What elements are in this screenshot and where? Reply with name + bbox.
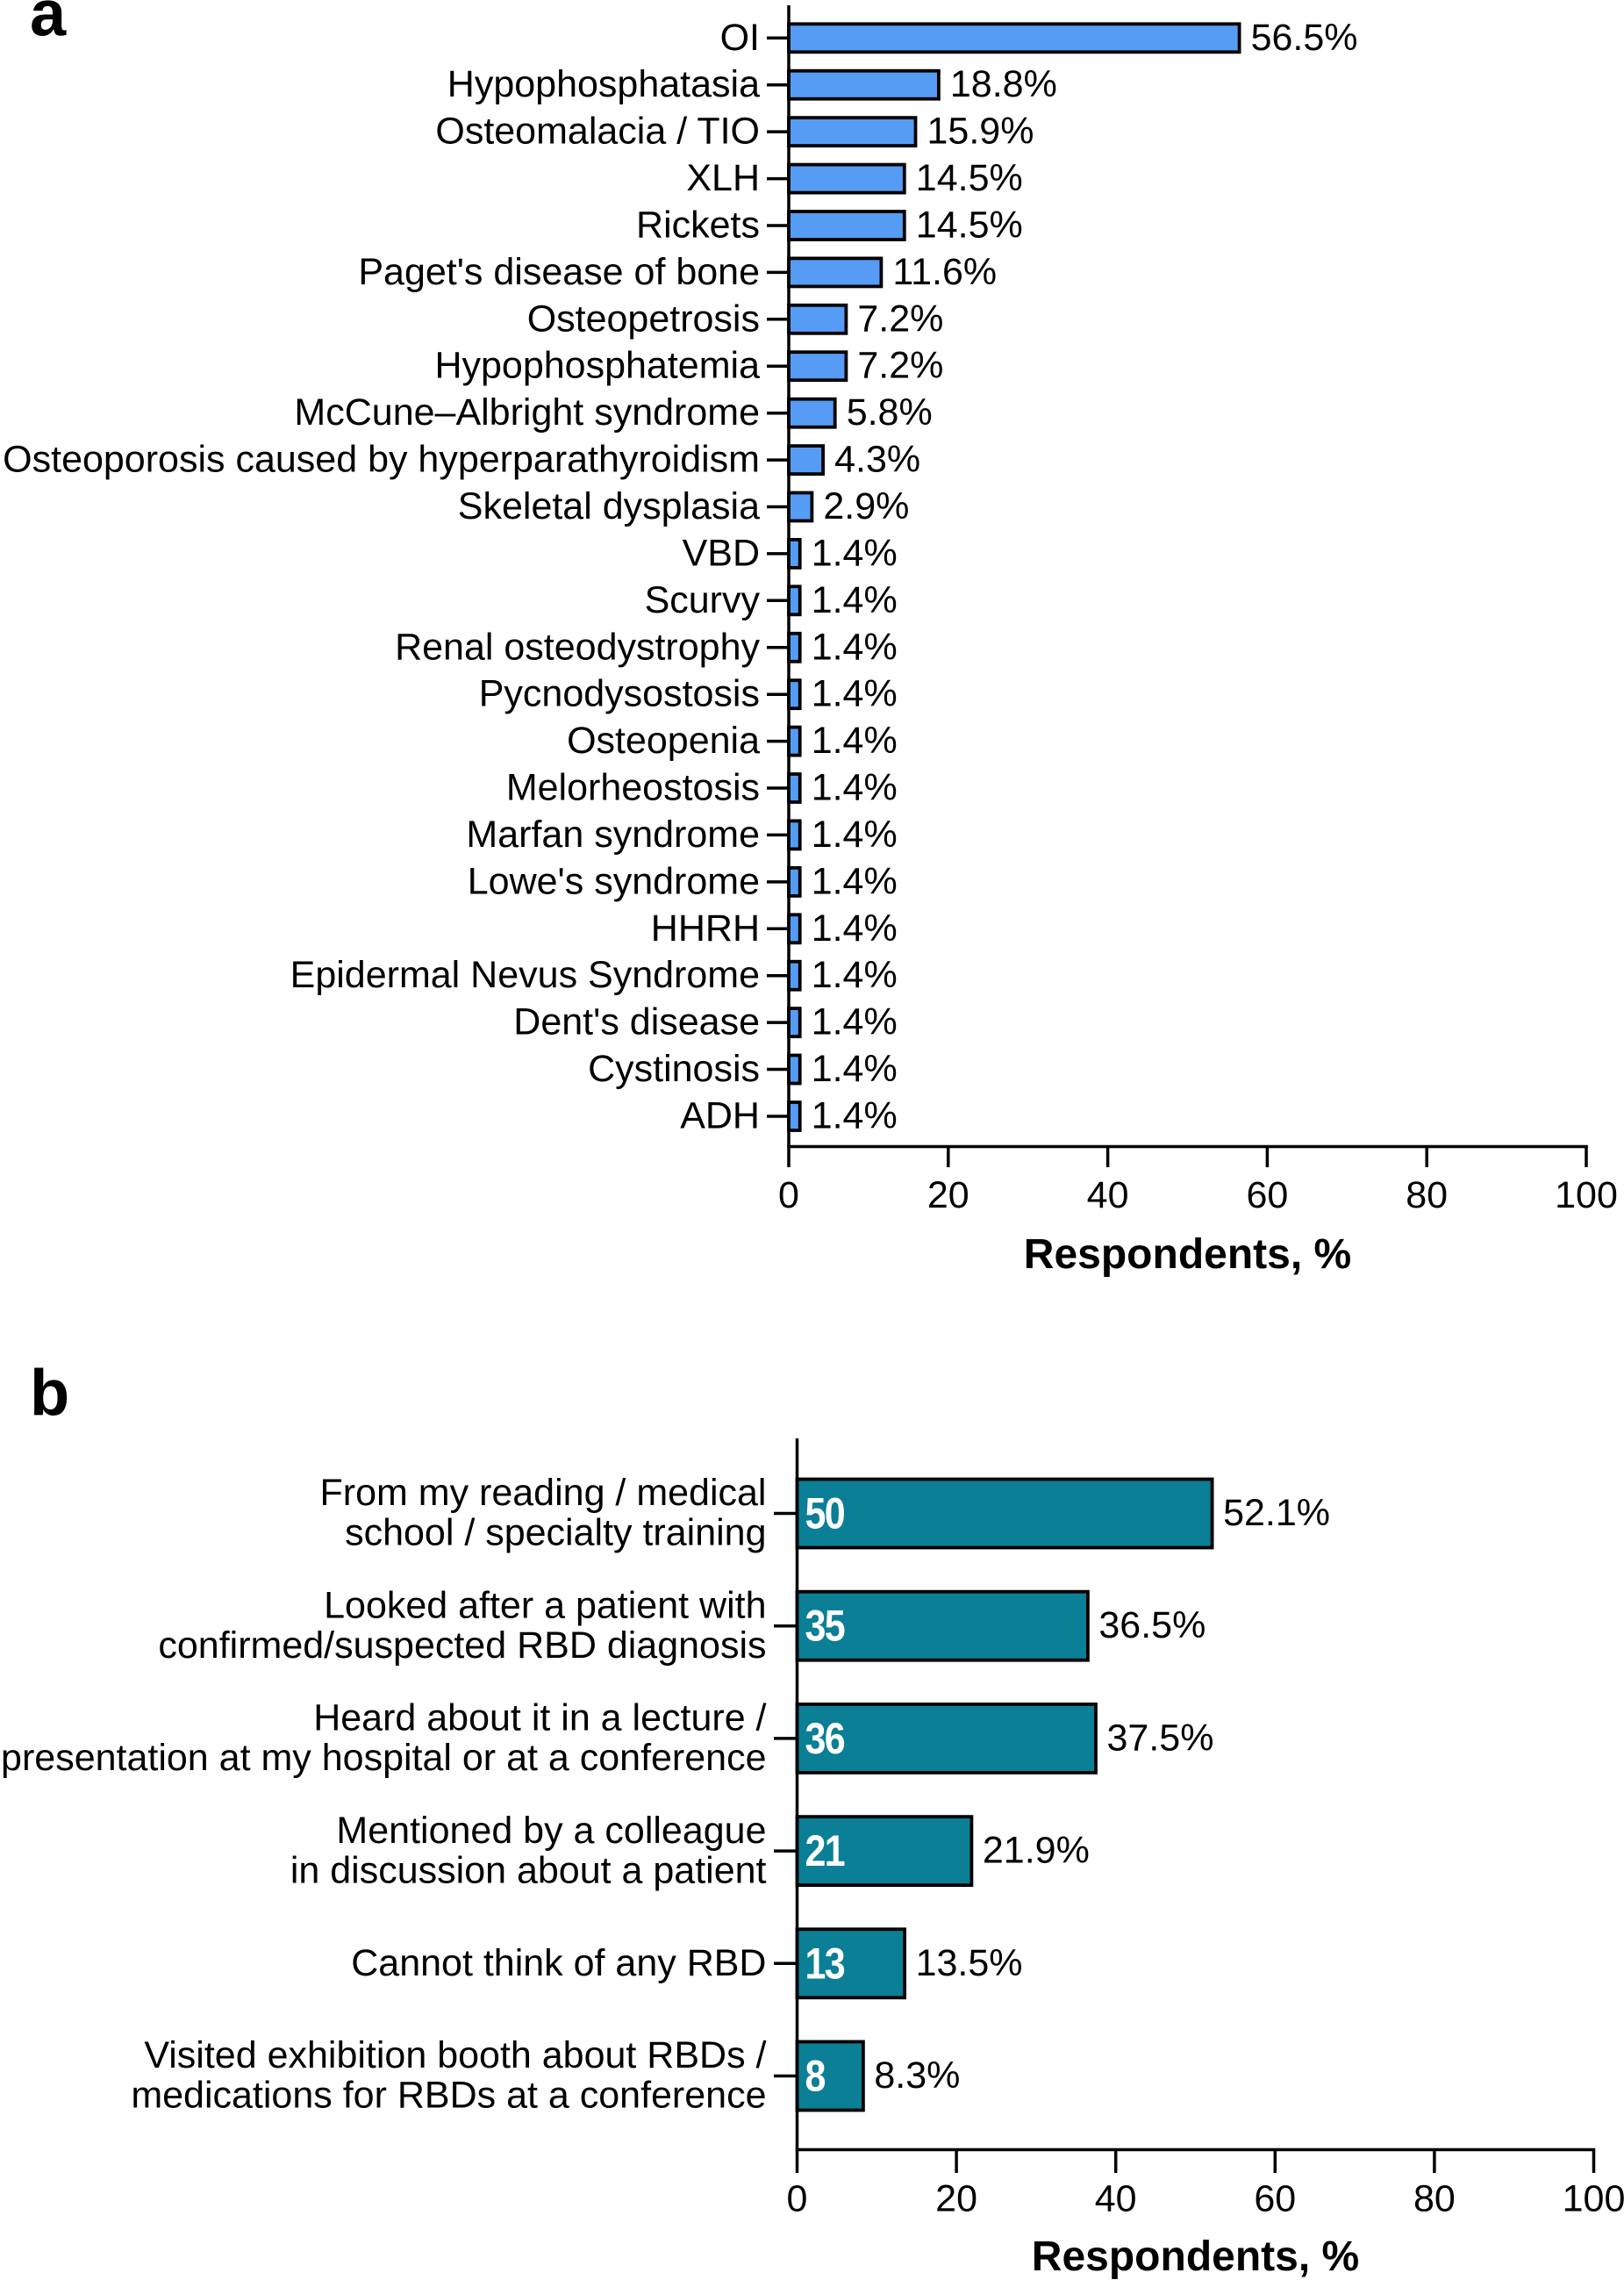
svg-text:60: 60: [1246, 1174, 1288, 1216]
svg-text:5.8%: 5.8%: [847, 391, 933, 434]
svg-text:1.4%: 1.4%: [812, 767, 898, 809]
svg-text:Epidermal Nevus Syndrome: Epidermal Nevus Syndrome: [290, 954, 760, 996]
svg-text:Hypophosphatasia: Hypophosphatasia: [447, 63, 760, 105]
svg-text:Cannot think of any RBD: Cannot think of any RBD: [351, 1942, 766, 1984]
svg-text:1.4%: 1.4%: [812, 814, 898, 856]
svg-text:1.4%: 1.4%: [812, 1001, 898, 1043]
svg-text:a: a: [30, 0, 67, 50]
svg-text:60: 60: [1254, 2178, 1296, 2220]
svg-text:Renal osteodystrophy: Renal osteodystrophy: [395, 626, 760, 668]
svg-text:Dent's disease: Dent's disease: [513, 1001, 760, 1043]
svg-text:medications for RBDs at a conf: medications for RBDs at a conference: [131, 2075, 766, 2117]
svg-text:100: 100: [1563, 2178, 1624, 2220]
svg-text:Osteopenia: Osteopenia: [567, 720, 760, 762]
svg-text:0: 0: [778, 1174, 799, 1216]
svg-text:80: 80: [1413, 2178, 1456, 2220]
svg-text:in discussion about a patient: in discussion about a patient: [290, 1849, 767, 1891]
svg-text:40: 40: [1087, 1174, 1129, 1216]
svg-text:Skeletal dysplasia: Skeletal dysplasia: [458, 485, 760, 527]
svg-text:1.4%: 1.4%: [812, 1095, 898, 1137]
svg-text:1.4%: 1.4%: [812, 579, 898, 621]
svg-text:21: 21: [805, 1826, 845, 1875]
svg-text:14.5%: 14.5%: [916, 157, 1023, 199]
svg-text:presentation at my hospital or: presentation at my hospital or at a conf…: [1, 1737, 766, 1779]
svg-text:7.2%: 7.2%: [857, 298, 943, 340]
svg-text:Respondents, %: Respondents, %: [1032, 2233, 1359, 2280]
svg-text:20: 20: [927, 1174, 969, 1216]
svg-text:8: 8: [805, 2051, 826, 2100]
svg-text:15.9%: 15.9%: [927, 111, 1034, 153]
svg-text:ADH: ADH: [680, 1095, 760, 1137]
svg-text:Osteomalacia / TIO: Osteomalacia / TIO: [435, 111, 760, 153]
svg-text:100: 100: [1555, 1174, 1618, 1216]
svg-text:1.4%: 1.4%: [812, 907, 898, 950]
svg-text:2.9%: 2.9%: [823, 485, 909, 527]
svg-text:Hypophosphatemia: Hypophosphatemia: [434, 345, 760, 387]
svg-text:1.4%: 1.4%: [812, 1048, 898, 1090]
svg-text:8.3%: 8.3%: [874, 2054, 960, 2097]
svg-text:Cystinosis: Cystinosis: [588, 1048, 760, 1090]
svg-text:HHRH: HHRH: [651, 907, 760, 950]
svg-text:1.4%: 1.4%: [812, 626, 898, 668]
svg-text:13: 13: [805, 1939, 845, 1988]
svg-text:Pycnodysostosis: Pycnodysostosis: [479, 673, 760, 715]
svg-text:Respondents, %: Respondents, %: [1024, 1231, 1351, 1278]
svg-text:Melorheostosis: Melorheostosis: [506, 767, 760, 809]
svg-text:13.5%: 13.5%: [916, 1942, 1023, 1984]
svg-text:36: 36: [805, 1714, 845, 1763]
svg-text:school / specialty training: school / specialty training: [345, 1512, 766, 1554]
svg-text:Visited exhibition booth about: Visited exhibition booth about RBDs /: [144, 2034, 766, 2076]
svg-text:52.1%: 52.1%: [1223, 1492, 1330, 1534]
svg-text:1.4%: 1.4%: [812, 720, 898, 762]
svg-text:Heard about it in a lecture /: Heard about it in a lecture /: [313, 1697, 766, 1739]
svg-text:37.5%: 37.5%: [1107, 1717, 1214, 1759]
svg-text:21.9%: 21.9%: [983, 1830, 1090, 1872]
svg-text:confirmed/suspected RBD diagno: confirmed/suspected RBD diagnosis: [158, 1624, 766, 1667]
svg-text:b: b: [30, 1357, 69, 1430]
svg-text:Osteopetrosis: Osteopetrosis: [527, 298, 760, 340]
svg-text:Osteoporosis caused by hyperpa: Osteoporosis caused by hyperparathyroidi…: [3, 439, 760, 481]
svg-text:1.4%: 1.4%: [812, 954, 898, 996]
svg-text:Looked after a patient with: Looked after a patient with: [324, 1584, 766, 1626]
svg-text:36.5%: 36.5%: [1098, 1604, 1205, 1646]
svg-text:7.2%: 7.2%: [857, 345, 943, 387]
svg-text:Lowe's syndrome: Lowe's syndrome: [468, 860, 760, 902]
svg-text:0: 0: [787, 2178, 808, 2220]
svg-text:1.4%: 1.4%: [812, 860, 898, 902]
svg-text:From my reading / medical: From my reading / medical: [320, 1472, 767, 1514]
svg-text:Mentioned by a colleague: Mentioned by a colleague: [336, 1810, 766, 1852]
svg-text:14.5%: 14.5%: [916, 204, 1023, 247]
svg-text:80: 80: [1406, 1174, 1448, 1216]
svg-text:40: 40: [1095, 2178, 1137, 2220]
svg-text:50: 50: [805, 1488, 845, 1538]
svg-text:Rickets: Rickets: [636, 204, 760, 247]
svg-text:20: 20: [935, 2178, 977, 2220]
svg-text:18.8%: 18.8%: [950, 63, 1057, 105]
svg-text:11.6%: 11.6%: [892, 251, 997, 293]
svg-text:56.5%: 56.5%: [1251, 17, 1358, 59]
svg-text:Marfan syndrome: Marfan syndrome: [466, 814, 760, 856]
svg-text:1.4%: 1.4%: [812, 532, 898, 574]
svg-text:VBD: VBD: [683, 532, 760, 574]
svg-text:1.4%: 1.4%: [812, 673, 898, 715]
svg-text:Scurvy: Scurvy: [645, 579, 761, 621]
svg-text:OI: OI: [720, 17, 760, 59]
svg-text:4.3%: 4.3%: [834, 439, 920, 481]
svg-text:McCune–Albright syndrome: McCune–Albright syndrome: [294, 391, 760, 434]
svg-text:Paget's disease of bone: Paget's disease of bone: [358, 251, 760, 293]
svg-text:35: 35: [805, 1602, 845, 1651]
svg-text:XLH: XLH: [686, 157, 760, 199]
